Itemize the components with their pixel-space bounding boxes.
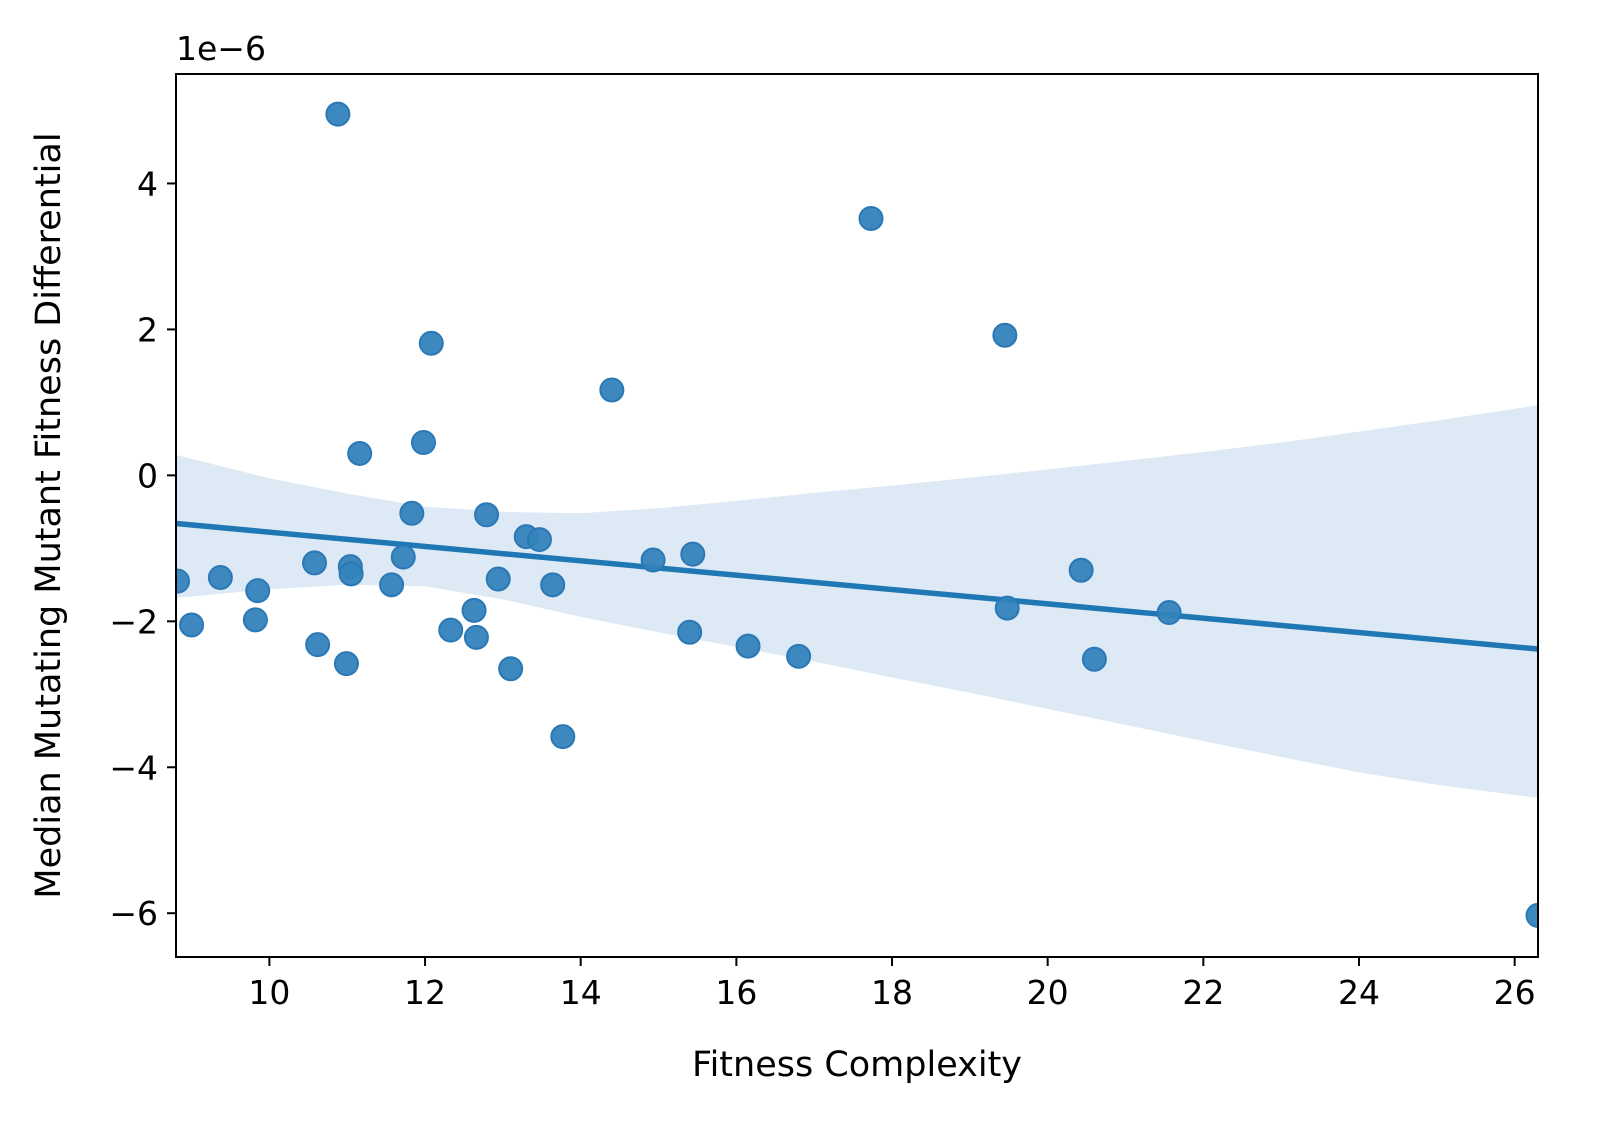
data-point — [461, 597, 487, 623]
data-point — [680, 541, 706, 567]
data-point — [735, 633, 761, 659]
data-point — [1525, 902, 1538, 928]
data-point — [179, 612, 205, 638]
data-point — [550, 724, 576, 750]
x-tick-label: 12 — [404, 973, 446, 1012]
y-axis-offset-label: 1e−6 — [176, 29, 266, 68]
regression-line — [175, 520, 1539, 652]
data-point — [485, 566, 511, 592]
x-axis-ticks: 10 12 14 16 18 20 22 24 26 — [248, 957, 1536, 1012]
data-point — [242, 607, 268, 633]
y-axis-label: Median Mutating Mutant Fitness Different… — [29, 132, 69, 898]
data-point — [390, 544, 416, 570]
y-tick-label: −6 — [109, 894, 158, 933]
data-point — [474, 502, 500, 528]
data-points-layer — [176, 101, 1538, 928]
data-point — [1068, 557, 1094, 583]
confidence-band — [176, 405, 1538, 798]
regression-line-layer — [175, 520, 1539, 652]
data-point — [858, 205, 884, 231]
data-point — [325, 101, 351, 127]
plot-frame — [175, 73, 1539, 958]
data-point — [640, 547, 666, 573]
data-point — [410, 430, 436, 456]
data-point — [1156, 600, 1182, 626]
y-tick-label: −4 — [109, 748, 158, 787]
data-point — [399, 500, 425, 526]
y-tick-label: −2 — [109, 602, 158, 641]
x-tick-label: 14 — [560, 973, 602, 1012]
data-point — [338, 561, 364, 587]
y-tick-label: 4 — [137, 164, 158, 203]
x-tick-label: 22 — [1182, 973, 1224, 1012]
data-point — [677, 619, 703, 645]
data-point — [994, 595, 1020, 621]
data-point — [786, 643, 812, 669]
data-point — [176, 568, 191, 594]
y-tick-label: 0 — [137, 456, 158, 495]
x-tick-label: 26 — [1494, 973, 1536, 1012]
x-axis-label: Fitness Complexity — [692, 1045, 1022, 1085]
x-tick-label: 20 — [1027, 973, 1069, 1012]
data-point — [599, 377, 625, 403]
data-point — [302, 550, 328, 576]
y-axis-ticks: −6 −4 −2 0 2 4 — [109, 164, 176, 933]
x-tick-label: 18 — [871, 973, 913, 1012]
data-point — [333, 651, 359, 677]
data-point — [463, 624, 489, 650]
data-point — [305, 632, 331, 658]
confidence-band-layer — [176, 405, 1538, 798]
data-point — [540, 572, 566, 598]
data-point — [347, 440, 373, 466]
data-point — [526, 527, 552, 553]
y-tick-label: 2 — [137, 310, 158, 349]
data-point — [498, 656, 524, 682]
data-point — [379, 572, 405, 598]
data-point — [992, 322, 1018, 348]
data-point — [1081, 646, 1107, 672]
data-point — [245, 578, 271, 604]
data-point — [207, 565, 233, 591]
x-tick-label: 16 — [715, 973, 757, 1012]
x-tick-label: 24 — [1338, 973, 1380, 1012]
data-point — [438, 617, 464, 643]
x-tick-label: 10 — [248, 973, 290, 1012]
data-point — [418, 330, 444, 356]
